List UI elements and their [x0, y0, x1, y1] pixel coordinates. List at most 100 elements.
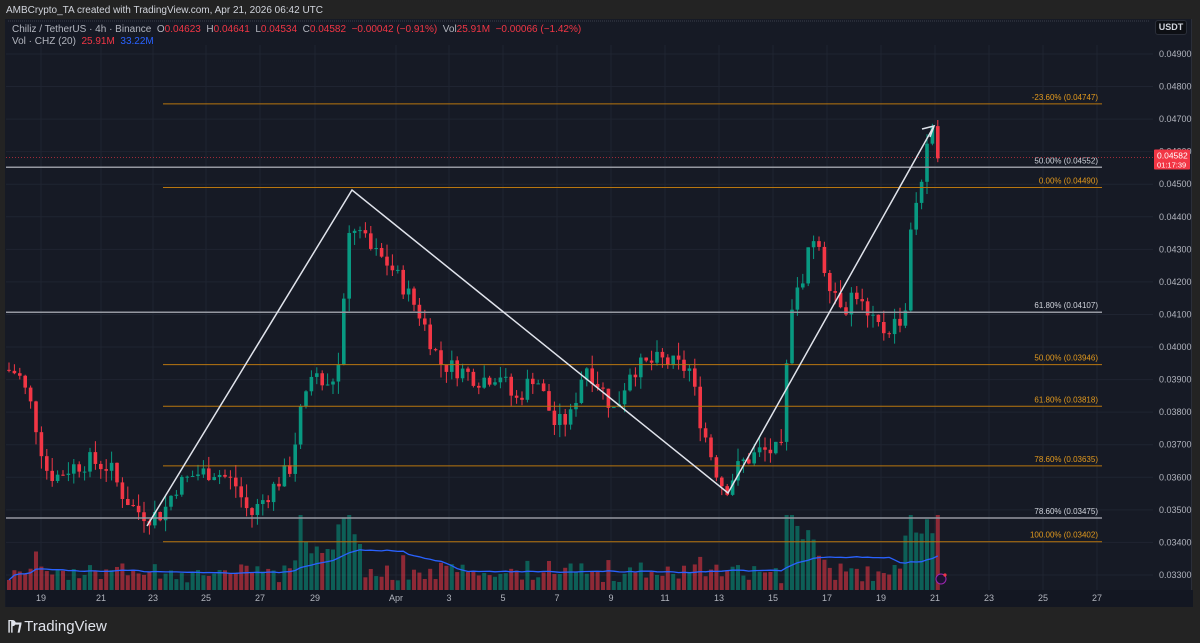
candle-body — [23, 375, 27, 388]
notification-dot — [943, 573, 947, 577]
volume-bar — [763, 572, 767, 590]
candle-body — [439, 350, 443, 365]
volume-bar — [703, 576, 708, 590]
volume-bar — [811, 539, 816, 590]
symbol-label[interactable]: Chiliz / TetherUS · 4h · Binance — [12, 24, 152, 35]
chart-panel[interactable] — [5, 19, 1192, 607]
candle-body — [882, 321, 886, 334]
ohlc-legend: Chiliz / TetherUS · 4h · Binance O0.0462… — [12, 24, 582, 35]
price-tick: 0.03400 — [1159, 537, 1192, 547]
flash-icon[interactable] — [935, 573, 947, 585]
volume-bar — [325, 549, 330, 590]
candle-body — [585, 368, 589, 380]
vol-change-value: −0.00066 (−1.42%) — [495, 24, 582, 35]
fib-level-label: -23.60% (0.04747) — [1032, 93, 1099, 102]
volume-bar — [174, 579, 179, 590]
candle-body — [763, 447, 767, 450]
candle-body — [72, 464, 76, 474]
volume-bar — [644, 577, 649, 590]
candle-body — [358, 230, 362, 232]
candle-body — [190, 476, 195, 478]
time-tick: 23 — [984, 593, 994, 603]
volume-bar — [935, 515, 940, 590]
candle-body — [369, 233, 373, 249]
candle-body — [320, 373, 324, 386]
volume-bar — [260, 571, 265, 590]
volume-bar — [363, 577, 368, 590]
candle-body — [336, 364, 341, 382]
swing-trend-line[interactable] — [146, 125, 935, 527]
candle-body — [930, 126, 935, 144]
candle-body — [315, 373, 319, 377]
candle-body — [855, 292, 859, 300]
candle-body — [401, 269, 405, 295]
currency-button[interactable]: USDT — [1155, 20, 1187, 35]
time-tick: 11 — [660, 593, 669, 603]
volume-bar — [82, 574, 87, 590]
volume-bar — [125, 575, 130, 590]
candle-body — [34, 401, 38, 433]
candle-body — [730, 480, 735, 495]
volume-bar — [746, 579, 751, 590]
volume-bar — [601, 581, 605, 590]
volume-bar — [493, 576, 497, 590]
candle-body — [158, 512, 162, 521]
candle-body — [363, 230, 368, 234]
candle-body — [887, 333, 891, 335]
volume-bar — [676, 578, 681, 590]
volume-bar — [271, 570, 276, 590]
candle-body — [266, 500, 270, 503]
candle-body — [126, 498, 130, 506]
volume-bar — [239, 564, 244, 590]
volume-indicator-label[interactable]: Vol · CHZ (20) — [12, 36, 76, 47]
volume-bar — [412, 569, 416, 590]
volume-bar — [887, 574, 892, 590]
candle-body — [914, 202, 918, 230]
volume-bar — [730, 566, 735, 590]
volume-bar — [833, 579, 838, 590]
volume-bar — [860, 581, 865, 590]
volume-bar — [725, 570, 730, 590]
price-tick: 0.03700 — [1159, 440, 1192, 450]
candle-body — [790, 309, 794, 364]
time-tick: 5 — [500, 593, 505, 603]
volume-bar — [881, 573, 886, 590]
volume-bar — [655, 574, 659, 590]
candle-body — [871, 314, 875, 316]
price-tick: 0.04700 — [1159, 114, 1192, 124]
candle-body — [525, 378, 530, 400]
current-price-value: 0.04582 — [1157, 151, 1188, 161]
candle-body — [709, 437, 713, 458]
candle-body — [936, 126, 940, 159]
volume-bar — [590, 570, 595, 590]
volume-bar — [115, 566, 119, 590]
price-tick: 0.03300 — [1159, 570, 1192, 580]
volume-bar — [790, 515, 794, 590]
candle-body — [514, 395, 519, 398]
candle-body — [99, 463, 103, 470]
candle-body — [633, 374, 638, 378]
candle-body — [509, 376, 513, 396]
fib-level-label: 61.80% (0.03818) — [1034, 395, 1098, 404]
volume-bar — [844, 571, 848, 590]
candle-body — [752, 452, 756, 464]
vol-value: 25.91M — [456, 24, 491, 35]
time-axis[interactable] — [6, 590, 1193, 607]
candle-body — [385, 256, 389, 266]
candle-body — [482, 377, 486, 388]
volume-bar — [514, 570, 519, 590]
volume-bar — [622, 573, 627, 590]
volume-bar — [876, 571, 881, 590]
candle-body — [822, 246, 827, 273]
candle-body — [876, 314, 881, 322]
candle-body — [228, 476, 233, 478]
candle-body — [379, 248, 384, 257]
volume-bar — [266, 568, 271, 590]
volume-bar — [55, 569, 60, 590]
candle-body — [666, 357, 670, 365]
fib-level-label: 50.00% (0.03946) — [1034, 354, 1098, 363]
candle-body — [12, 370, 17, 374]
volume-bar — [925, 519, 929, 590]
volume-bar — [390, 579, 395, 590]
